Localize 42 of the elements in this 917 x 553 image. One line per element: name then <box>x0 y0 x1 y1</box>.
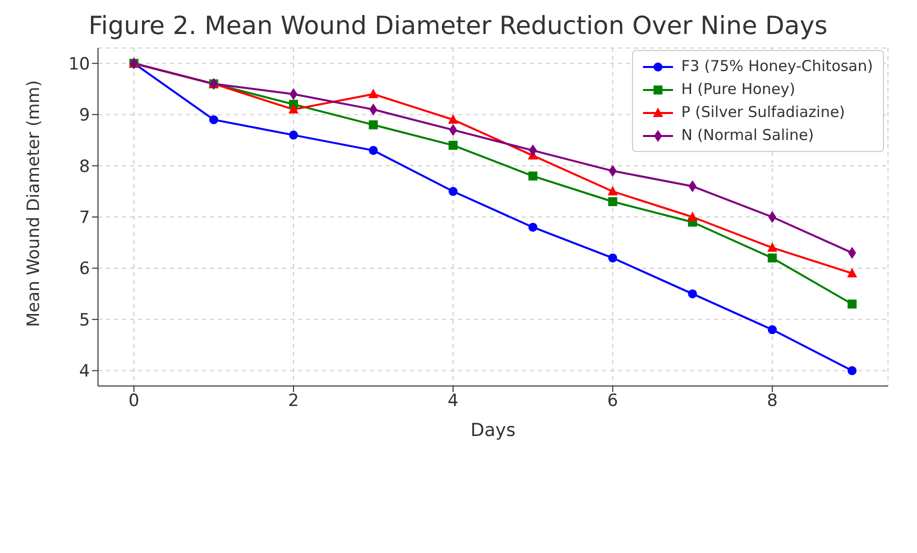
legend-label: F3 (75% Honey-Chitosan) <box>680 56 873 77</box>
point <box>848 366 857 376</box>
point <box>528 172 538 181</box>
y-tick-label: 10 <box>68 54 90 74</box>
point <box>288 104 299 114</box>
point <box>847 268 858 278</box>
point <box>528 222 538 232</box>
y-axis-title: Mean Wound Diameter (mm) <box>24 80 44 327</box>
point <box>767 242 778 252</box>
y-tick-label: 5 <box>79 310 90 330</box>
x-tick-label: 4 <box>448 391 459 412</box>
point <box>368 88 378 98</box>
point <box>768 253 777 262</box>
point <box>768 211 776 223</box>
point <box>687 212 698 221</box>
y-tick-label: 9 <box>79 106 90 126</box>
x-axis-title: Days <box>470 420 516 441</box>
y-tick-label: 4 <box>79 362 90 382</box>
point <box>688 289 697 298</box>
point <box>608 253 618 262</box>
x-tick-label: 0 <box>128 391 140 412</box>
point <box>768 325 777 334</box>
legend-label: P (Silver Sulfadiazine) <box>680 102 846 123</box>
point <box>848 300 857 309</box>
x-tick-label: 8 <box>766 391 778 412</box>
x-tick-label: 2 <box>288 391 299 412</box>
y-tick-label: 8 <box>79 156 90 177</box>
point <box>368 146 378 155</box>
point <box>608 197 618 206</box>
chart-title: Figure 2. Mean Wound Diameter Reduction Over Nine Days <box>87 10 829 42</box>
y-tick-label: 6 <box>79 259 90 280</box>
point <box>448 114 458 124</box>
legend-label: H (Pure Honey) <box>680 79 796 100</box>
point <box>368 120 378 130</box>
point <box>448 186 458 196</box>
point <box>608 186 618 196</box>
y-tick-label: 7 <box>79 208 90 228</box>
legend-label: N (Normal Saline) <box>680 125 815 146</box>
point <box>448 140 458 150</box>
point <box>209 115 218 124</box>
point <box>289 130 298 140</box>
x-tick-label: 6 <box>607 391 618 412</box>
